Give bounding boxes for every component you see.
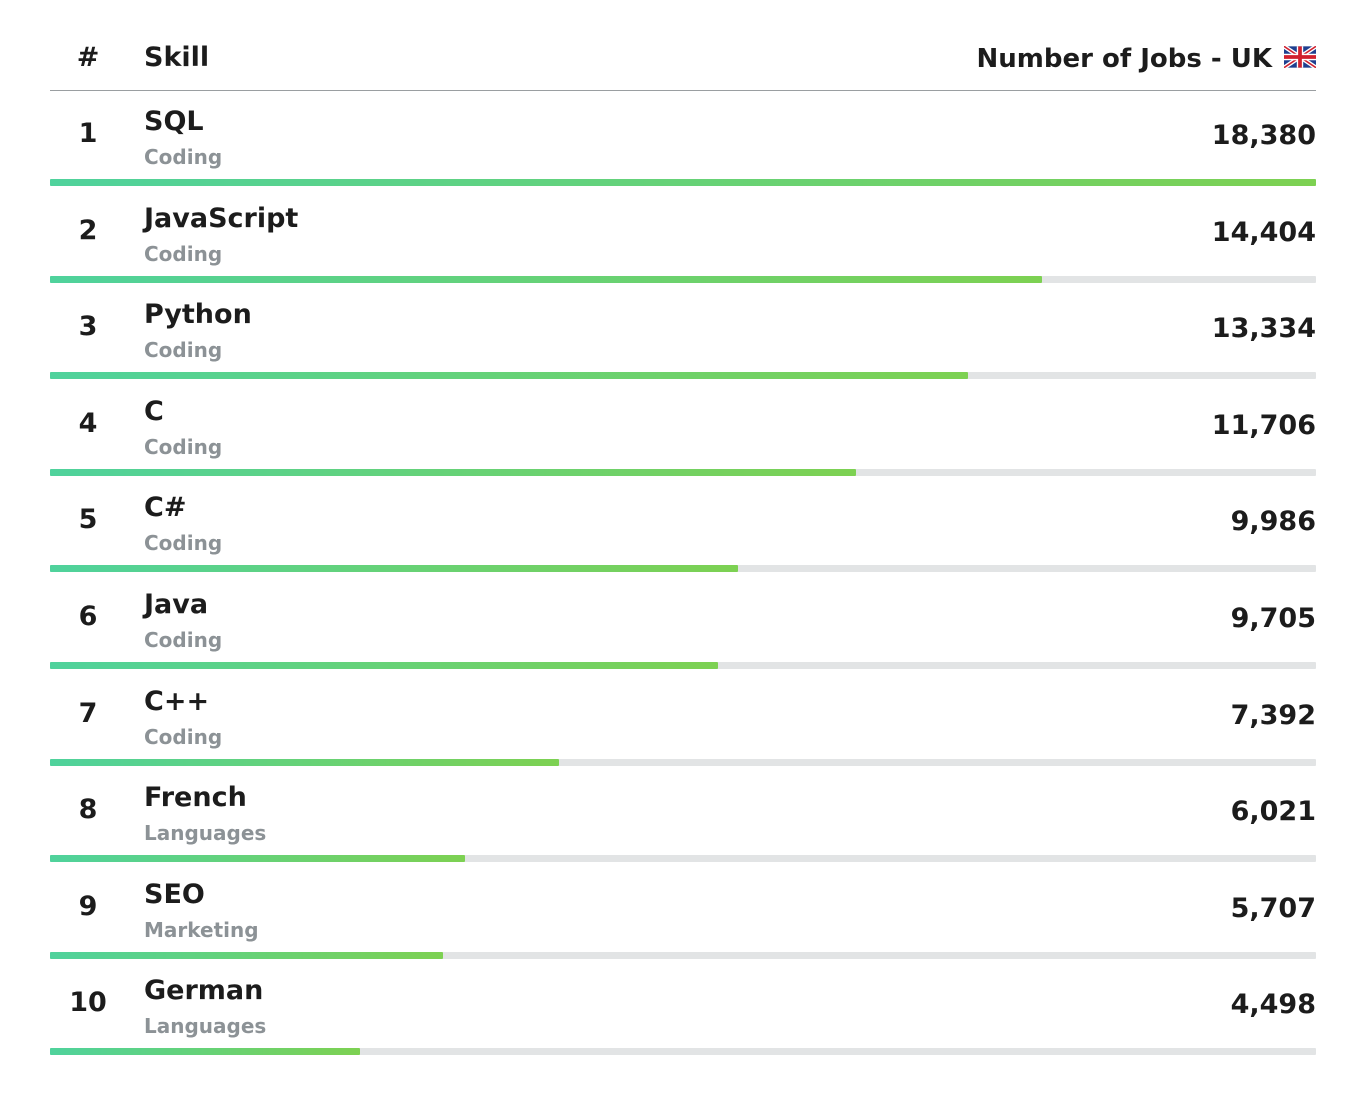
bar-fill [50,951,444,959]
skill-name: SQL [144,106,204,137]
bar-track [50,951,1316,959]
rank-number: 1 [78,118,98,149]
table-body: 1 SQL Coding 18,380 2 JavaScript Coding 14,404 3… [50,91,1316,1057]
skill-name: C [144,395,164,427]
skills-ranking-table: # Skill Number of Jobs - UK 1 SQL Coding 18… [50,0,1316,1057]
table-row: 6 Java Coding 9,705 [50,574,1316,671]
table-header: # Skill Number of Jobs - UK [50,0,1316,91]
table-row: 8 French Languages 6,021 [50,767,1316,864]
bar-fill [50,275,1043,283]
table-row: 9 SEO Marketing 5,707 [50,864,1316,961]
bar-fill [50,468,857,476]
jobs-count-label: 4,498 [1230,989,1316,1021]
bar-fill [50,179,1316,186]
table-row: 7 C++ Coding 7,392 [50,671,1316,768]
skill-category: Coding [144,145,223,169]
jobs-count-label: 7,392 [1230,699,1316,731]
skill-category: Coding [144,627,223,652]
skill-category: Coding [144,338,223,363]
skill-name: French [144,782,247,814]
bar-fill [50,372,969,380]
bar-track [50,855,1316,863]
skill-category: Coding [144,434,223,459]
rank-number: 7 [78,697,98,729]
table-row: 1 SQL Coding 18,380 [50,91,1316,188]
jobs-count-label: 9,705 [1230,602,1316,634]
bar-track [50,372,1316,380]
rank-number: 8 [78,794,98,826]
rank-number: 5 [78,504,98,536]
bar-fill [50,565,738,573]
skill-category: Languages [144,1014,267,1039]
jobs-count-label: 14,404 [1211,216,1316,248]
rank-number: 3 [78,311,98,343]
skill-name: German [144,975,264,1007]
skill-category: Coding [144,724,223,749]
rank-number: 9 [78,890,98,922]
skill-category: Marketing [144,917,259,942]
bar-track [50,1048,1316,1056]
rank-number: 10 [69,987,107,1019]
skill-name: Java [144,588,209,620]
uk-flag-icon [1284,46,1316,68]
rank-number: 2 [78,214,98,246]
table-row: 10 German Languages 4,498 [50,960,1316,1057]
rank-column-header: # [76,42,100,73]
jobs-column-label: Number of Jobs - UK [976,44,1272,74]
jobs-column-header: Number of Jobs - UK [977,44,1316,74]
jobs-count-label: 9,986 [1230,506,1316,538]
bar-track [50,179,1316,186]
jobs-count-label: 13,334 [1211,313,1316,345]
table-row: 4 C Coding 11,706 [50,381,1316,478]
bar-track [50,275,1316,283]
skill-category: Coding [144,531,223,556]
skill-name: C# [144,492,187,524]
table-row: 3 Python Coding 13,334 [50,284,1316,381]
table-row: 5 C# Coding 9,986 [50,477,1316,574]
skill-name: Python [144,299,252,331]
bar-fill [50,758,560,766]
bar-track [50,661,1316,669]
skill-name: JavaScript [144,202,299,234]
skill-category: Coding [144,241,223,266]
skill-name: SEO [144,878,205,910]
jobs-count-label: 5,707 [1230,892,1316,924]
skill-category: Languages [144,821,267,846]
skill-name: C++ [144,685,210,717]
bar-fill [50,1048,360,1056]
rank-number: 4 [78,407,98,439]
bar-track [50,468,1316,476]
bar-track [50,758,1316,766]
bar-track [50,565,1316,573]
jobs-count-label: 18,380 [1211,120,1316,151]
jobs-count-label: 11,706 [1211,409,1316,441]
rank-number: 6 [78,600,98,632]
jobs-count-label: 6,021 [1230,796,1316,828]
bar-fill [50,661,719,669]
bar-fill [50,855,465,863]
table-row: 2 JavaScript Coding 14,404 [50,188,1316,285]
skill-column-header: Skill [144,42,210,73]
